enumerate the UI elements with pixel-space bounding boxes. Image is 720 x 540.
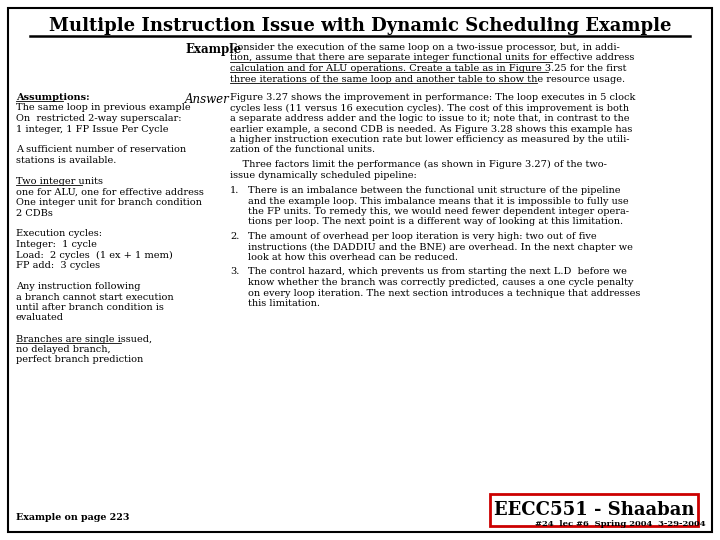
Text: The control hazard, which prevents us from starting the next L.D  before we: The control hazard, which prevents us fr… — [248, 267, 627, 276]
Text: look at how this overhead can be reduced.: look at how this overhead can be reduced… — [248, 253, 458, 262]
Text: stations is available.: stations is available. — [16, 156, 117, 165]
Text: Consider the execution of the same loop on a two-issue processor, but, in addi-: Consider the execution of the same loop … — [230, 43, 620, 52]
Text: three iterations of the same loop and another table to show the resource usage.: three iterations of the same loop and an… — [230, 75, 625, 84]
Text: earlier example, a second CDB is needed. As Figure 3.28 shows this example has: earlier example, a second CDB is needed.… — [230, 125, 632, 133]
Text: 1 integer, 1 FP Issue Per Cycle: 1 integer, 1 FP Issue Per Cycle — [16, 125, 168, 133]
Text: this limitation.: this limitation. — [248, 299, 320, 308]
Text: Execution cycles:: Execution cycles: — [16, 230, 102, 239]
Text: a separate address adder and the logic to issue to it; note that, in contrast to: a separate address adder and the logic t… — [230, 114, 629, 123]
Text: A sufficient number of reservation: A sufficient number of reservation — [16, 145, 186, 154]
Text: and the example loop. This imbalance means that it is impossible to fully use: and the example loop. This imbalance mea… — [248, 197, 629, 206]
Text: tions per loop. The next point is a different way of looking at this limitation.: tions per loop. The next point is a diff… — [248, 218, 623, 226]
Text: There is an imbalance between the functional unit structure of the pipeline: There is an imbalance between the functi… — [248, 186, 621, 195]
Text: Two integer units: Two integer units — [16, 177, 103, 186]
Text: 2.: 2. — [230, 232, 239, 241]
Text: Figure 3.27 shows the improvement in performance: The loop executes in 5 clock: Figure 3.27 shows the improvement in per… — [230, 93, 635, 102]
Text: tion, assume that there are separate integer functional units for effective addr: tion, assume that there are separate int… — [230, 53, 634, 63]
Text: FP add:  3 cycles: FP add: 3 cycles — [16, 261, 100, 270]
Text: Three factors limit the performance (as shown in Figure 3.27) of the two-: Three factors limit the performance (as … — [230, 160, 607, 169]
Text: Assumptions:: Assumptions: — [16, 93, 89, 102]
Text: 1.: 1. — [230, 186, 239, 195]
Text: one for ALU, one for effective address: one for ALU, one for effective address — [16, 187, 204, 197]
Text: EECC551 - Shaaban: EECC551 - Shaaban — [494, 501, 694, 519]
Text: instructions (the DADDIU and the BNE) are overhead. In the next chapter we: instructions (the DADDIU and the BNE) ar… — [248, 242, 633, 252]
Text: #24  lec #6  Spring 2004  3-29-2004: #24 lec #6 Spring 2004 3-29-2004 — [536, 520, 706, 528]
Text: until after branch condition is: until after branch condition is — [16, 303, 164, 312]
Text: 2 CDBs: 2 CDBs — [16, 208, 53, 218]
Bar — [490, 494, 698, 526]
Text: One integer unit for branch condition: One integer unit for branch condition — [16, 198, 202, 207]
Text: know whether the branch was correctly predicted, causes a one cycle penalty: know whether the branch was correctly pr… — [248, 278, 634, 287]
Text: Branches are single issued,: Branches are single issued, — [16, 334, 152, 343]
Text: issue dynamically scheduled pipeline:: issue dynamically scheduled pipeline: — [230, 171, 417, 179]
Text: no delayed branch,: no delayed branch, — [16, 345, 111, 354]
Text: calculation and for ALU operations. Create a table as in Figure 3.25 for the fir: calculation and for ALU operations. Crea… — [230, 64, 626, 73]
Text: a higher instruction execution rate but lower efficiency as measured by the util: a higher instruction execution rate but … — [230, 135, 629, 144]
Text: The amount of overhead per loop iteration is very high: two out of five: The amount of overhead per loop iteratio… — [248, 232, 597, 241]
Text: Answer: Answer — [185, 93, 230, 106]
Text: a branch cannot start execution: a branch cannot start execution — [16, 293, 174, 301]
Text: Load:  2 cycles  (1 ex + 1 mem): Load: 2 cycles (1 ex + 1 mem) — [16, 251, 173, 260]
Text: Example: Example — [185, 43, 241, 56]
Text: Integer:  1 cycle: Integer: 1 cycle — [16, 240, 97, 249]
Text: the FP units. To remedy this, we would need fewer dependent integer opera-: the FP units. To remedy this, we would n… — [248, 207, 629, 216]
Text: perfect branch prediction: perfect branch prediction — [16, 355, 143, 364]
Text: Example on page 223: Example on page 223 — [16, 512, 130, 522]
Text: on every loop iteration. The next section introduces a technique that addresses: on every loop iteration. The next sectio… — [248, 288, 640, 298]
Text: On  restricted 2-way superscalar:: On restricted 2-way superscalar: — [16, 114, 181, 123]
Text: Multiple Instruction Issue with Dynamic Scheduling Example: Multiple Instruction Issue with Dynamic … — [49, 17, 671, 35]
Text: 3.: 3. — [230, 267, 239, 276]
Text: cycles less (11 versus 16 execution cycles). The cost of this improvement is bot: cycles less (11 versus 16 execution cycl… — [230, 104, 629, 113]
Text: zation of the functional units.: zation of the functional units. — [230, 145, 375, 154]
Text: Any instruction following: Any instruction following — [16, 282, 140, 291]
Text: evaluated: evaluated — [16, 314, 64, 322]
Text: The same loop in previous example: The same loop in previous example — [16, 104, 191, 112]
